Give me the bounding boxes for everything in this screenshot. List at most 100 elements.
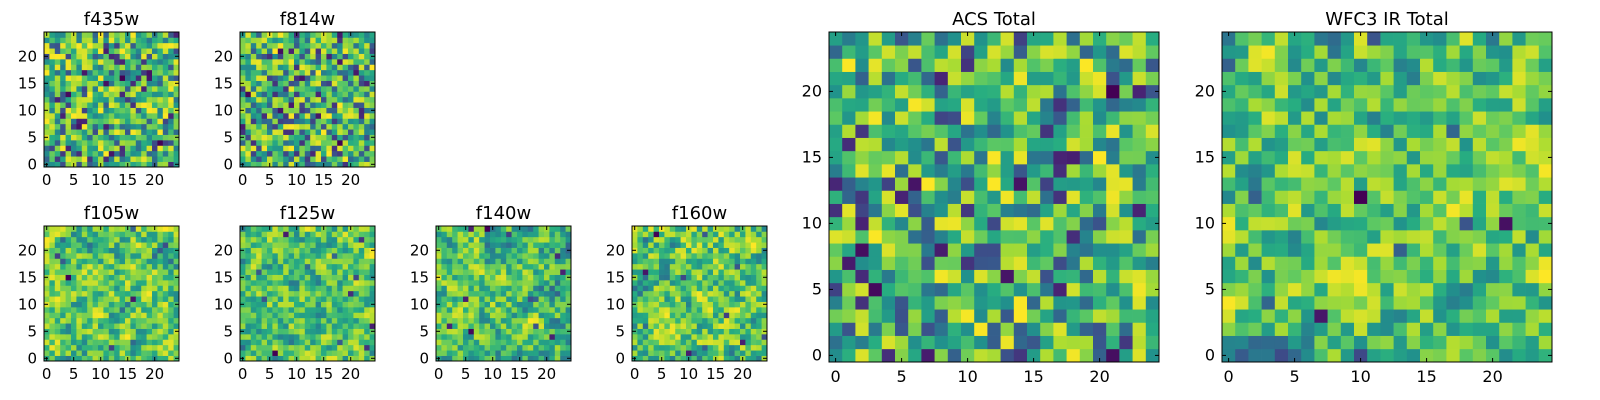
heatmap-cell [527,328,534,335]
heatmap-cell [473,350,480,356]
heatmap-cell [446,242,453,248]
heatmap-cell [750,285,757,292]
heatmap-cell [358,296,365,302]
heatmap-cell [707,263,714,270]
heatmap-cell [479,328,485,335]
heatmap-cell [71,145,77,152]
heatmap-cell [549,350,556,356]
heatmap-cell [961,256,975,270]
heatmap-cell [162,307,169,313]
heatmap-cell [987,137,1001,152]
heatmap-cell [315,328,322,335]
heatmap-cell [947,84,962,99]
heatmap-cell [1288,348,1302,363]
heatmap-cell [1013,124,1028,138]
heatmap-cell [1222,150,1236,165]
heatmap-cell [702,339,708,346]
heatmap-cell [288,323,295,329]
heatmap-cell [653,323,660,329]
heatmap-cell [130,102,137,108]
heatmap-cell [457,231,464,238]
heatmap-cell [103,69,110,76]
heatmap-cell [267,247,273,254]
heatmap-cell [250,263,257,270]
heatmap-cell [648,242,654,248]
heatmap-cell [283,328,289,335]
heatmap-cell [54,134,61,141]
heatmap-cell [250,226,257,232]
heatmap-cell [119,312,126,319]
heatmap-cell [987,322,1001,336]
heatmap-cell [125,64,131,71]
heatmap-cell [71,334,77,340]
heatmap-cell [125,269,131,275]
heatmap-cell [637,323,644,329]
heatmap-cell [506,355,512,362]
heatmap-cell [358,258,365,265]
heatmap-cell [250,334,257,340]
heatmap-cell [358,102,365,108]
heatmap-cell [92,247,99,254]
heatmap-cell [446,355,453,362]
heatmap-cell [103,42,110,49]
heatmap-cell [511,269,518,275]
heatmap-cell [119,86,126,92]
heatmap-cell [659,312,665,319]
heatmap-cell [299,334,306,340]
heatmap-cell [250,64,257,71]
heatmap-cell [162,323,169,329]
heatmap-cell [261,247,268,254]
heatmap-cell [119,80,126,87]
heatmap-cell [157,328,164,335]
heatmap-cell [441,285,448,292]
y-tick-label: 20 [18,241,37,259]
heatmap-cell [1499,269,1513,284]
heatmap-cell [49,48,56,54]
heatmap-cell [267,134,273,141]
heatmap-cell [868,230,883,244]
heatmap-cell [560,290,566,297]
heatmap-cell [299,307,306,313]
heatmap-cell [65,37,72,44]
heatmap-cell [331,258,338,265]
heatmap-cell [479,350,485,356]
heatmap-cell [1393,216,1408,231]
heatmap-cell [829,216,843,231]
heatmap-cell [152,269,158,275]
heatmap-cell [756,296,762,302]
heatmap-cell [1433,348,1447,363]
heatmap-cell [842,164,856,178]
heatmap-cell [283,150,289,157]
heatmap-cell [272,253,279,259]
heatmap-cell [342,75,349,81]
heatmap-cell [326,59,333,65]
heatmap-cell [299,280,306,286]
heatmap-cell [1248,243,1262,257]
heatmap-cell [740,285,746,292]
heatmap-cell [947,164,962,178]
heatmap-cell [141,274,147,281]
heatmap-cell [277,32,284,38]
heatmap-cell [632,285,638,292]
heatmap-cell [240,334,246,340]
heatmap-cell [294,53,300,60]
heatmap-cell [299,75,306,81]
heatmap-cell [304,118,311,125]
heatmap-cell [868,282,883,297]
heatmap-cell [1222,309,1236,323]
heatmap-cell [157,355,164,362]
heatmap-cell [842,203,856,218]
heatmap-cell [267,140,273,146]
heatmap-cell [669,290,676,297]
heatmap-cell [1420,230,1434,244]
heatmap-cell [326,301,333,308]
heatmap-cell [680,301,687,308]
heatmap-cell [680,263,687,270]
heatmap-cell [560,236,566,243]
heatmap-cell [65,339,72,346]
heatmap-cell [1000,124,1015,138]
heatmap-cell [463,263,469,270]
heatmap-cell [729,274,735,281]
heatmap-cell [65,134,72,141]
heatmap-cell [342,113,349,119]
